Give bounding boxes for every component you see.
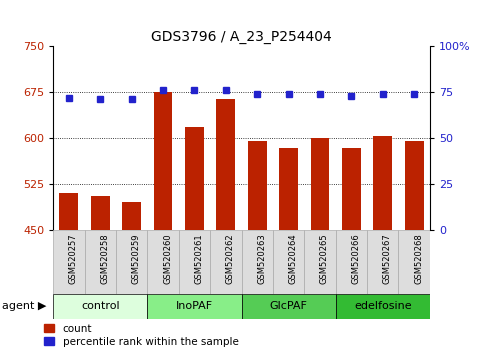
FancyBboxPatch shape	[179, 230, 210, 294]
FancyBboxPatch shape	[210, 230, 242, 294]
Title: GDS3796 / A_23_P254404: GDS3796 / A_23_P254404	[151, 30, 332, 44]
Text: edelfosine: edelfosine	[354, 301, 412, 311]
Bar	[185, 127, 204, 230]
Bar	[122, 202, 141, 230]
Text: GSM520263: GSM520263	[257, 233, 266, 284]
Text: GSM520268: GSM520268	[414, 233, 423, 284]
Bar	[248, 141, 267, 230]
Text: control: control	[81, 301, 119, 311]
FancyBboxPatch shape	[398, 230, 430, 294]
Text: GSM520265: GSM520265	[320, 233, 329, 284]
Bar	[342, 148, 361, 230]
Text: GSM520257: GSM520257	[69, 233, 78, 284]
Legend: count, percentile rank within the sample: count, percentile rank within the sample	[44, 324, 239, 347]
FancyBboxPatch shape	[116, 230, 147, 294]
FancyBboxPatch shape	[273, 230, 304, 294]
Bar	[279, 148, 298, 230]
Text: GSM520266: GSM520266	[352, 233, 360, 284]
Text: InoPAF: InoPAF	[176, 301, 213, 311]
FancyBboxPatch shape	[53, 294, 147, 319]
FancyBboxPatch shape	[147, 230, 179, 294]
Text: GSM520260: GSM520260	[163, 233, 172, 284]
FancyBboxPatch shape	[85, 230, 116, 294]
Bar	[373, 136, 392, 230]
FancyBboxPatch shape	[336, 230, 367, 294]
FancyBboxPatch shape	[242, 294, 336, 319]
Text: GSM520259: GSM520259	[131, 233, 141, 284]
Text: GlcPAF: GlcPAF	[270, 301, 308, 311]
FancyBboxPatch shape	[53, 230, 85, 294]
FancyBboxPatch shape	[304, 230, 336, 294]
Bar	[216, 99, 235, 230]
Bar	[91, 196, 110, 230]
Bar	[154, 92, 172, 230]
FancyBboxPatch shape	[336, 294, 430, 319]
Text: GSM520267: GSM520267	[383, 233, 392, 284]
Bar	[59, 193, 78, 230]
FancyBboxPatch shape	[367, 230, 398, 294]
Bar	[405, 141, 424, 230]
Text: GSM520262: GSM520262	[226, 233, 235, 284]
FancyBboxPatch shape	[242, 230, 273, 294]
Text: GSM520261: GSM520261	[194, 233, 203, 284]
Bar	[311, 138, 329, 230]
Text: GSM520258: GSM520258	[100, 233, 109, 284]
Text: GSM520264: GSM520264	[289, 233, 298, 284]
Text: agent ▶: agent ▶	[2, 301, 47, 311]
FancyBboxPatch shape	[147, 294, 242, 319]
